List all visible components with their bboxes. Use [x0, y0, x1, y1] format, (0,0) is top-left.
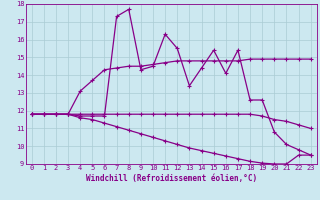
X-axis label: Windchill (Refroidissement éolien,°C): Windchill (Refroidissement éolien,°C): [86, 174, 257, 183]
